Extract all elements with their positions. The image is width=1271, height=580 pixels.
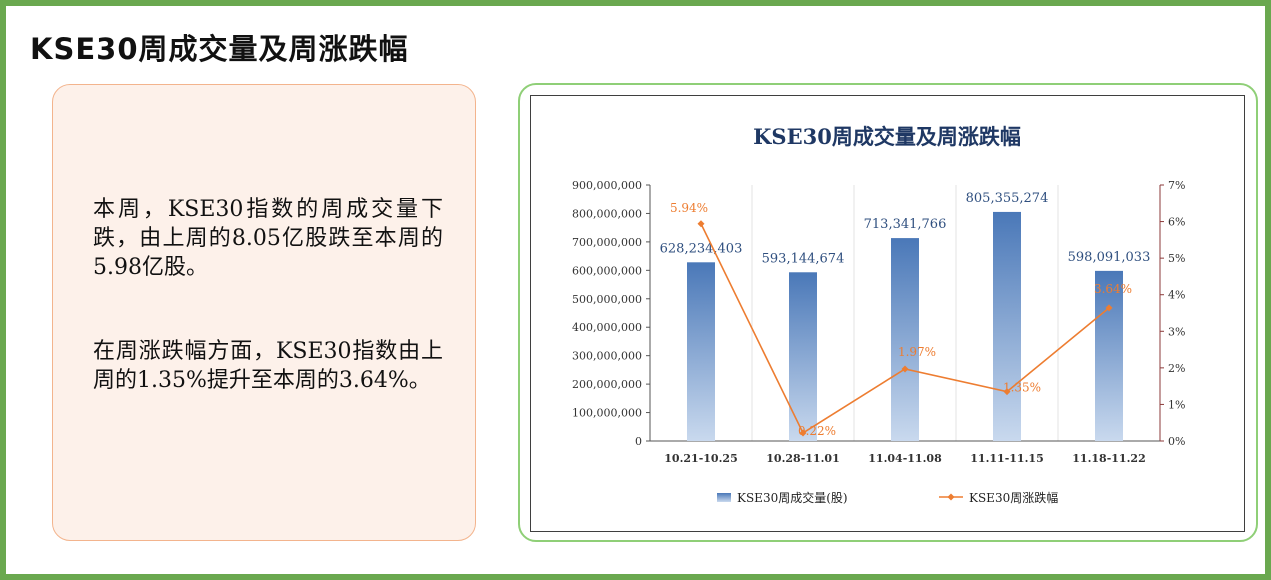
volume-bar xyxy=(1095,270,1123,441)
change-point-marker xyxy=(697,220,705,228)
volume-bar xyxy=(993,211,1021,441)
change-point-label: 0.22% xyxy=(798,424,836,438)
legend-line-label: KSE30周涨跌幅 xyxy=(969,490,1058,505)
change-point-label: 5.94% xyxy=(670,201,708,215)
change-point-marker xyxy=(799,429,807,437)
x-axis-tick-label: 11.18-11.22 xyxy=(1072,452,1145,465)
chart-card: KSE30周成交量及周涨跌幅 0 100,000,000 200,000,000 300… xyxy=(518,83,1258,542)
change-point-marker xyxy=(1003,388,1011,396)
right-axis-tick-label: 2% xyxy=(1168,362,1185,375)
x-axis-tick-label: 10.21-10.25 xyxy=(664,452,737,465)
chart-panel: KSE30周成交量及周涨跌幅 0 100,000,000 200,000,000 300… xyxy=(530,95,1245,532)
change-point-label: 3.64% xyxy=(1094,282,1132,296)
left-axis-tick-label: 700,000,000 xyxy=(572,236,642,249)
legend-bar-swatch xyxy=(717,493,731,502)
left-axis-tick-label: 900,000,000 xyxy=(572,179,642,192)
change-point-label: 1.97% xyxy=(898,345,936,359)
x-axis-tick-label: 11.11-11.15 xyxy=(970,452,1043,465)
left-axis-tick-label: 300,000,000 xyxy=(572,350,642,363)
change-point-label: 1.35% xyxy=(1003,381,1041,395)
legend-line-marker xyxy=(947,493,955,501)
summary-card: 本周，KSE30指数的周成交量下跌，由上周的8.05亿股跌至本周的5.98亿股。… xyxy=(52,84,476,541)
left-axis-tick-label: 400,000,000 xyxy=(572,321,642,334)
right-axis-tick-label: 0% xyxy=(1168,435,1185,448)
right-axis-tick-label: 5% xyxy=(1168,252,1185,265)
x-axis-tick-label: 10.28-11.01 xyxy=(766,452,839,465)
chart-title: KSE30周成交量及周涨跌幅 xyxy=(753,124,1021,149)
volume-bar xyxy=(687,262,715,441)
volume-bar-label: 805,355,274 xyxy=(966,191,1049,206)
right-axis-tick-label: 3% xyxy=(1168,325,1185,338)
left-axis-tick-label: 500,000,000 xyxy=(572,293,642,306)
left-axis-tick-label: 800,000,000 xyxy=(572,207,642,220)
volume-bar-label: 593,144,674 xyxy=(762,251,845,266)
right-axis-tick-label: 4% xyxy=(1168,289,1185,302)
right-axis-tick-label: 7% xyxy=(1168,179,1185,192)
combo-chart: KSE30周成交量及周涨跌幅 0 100,000,000 200,000,000 300… xyxy=(572,124,1185,505)
volume-bar-label: 628,234,403 xyxy=(660,241,743,256)
left-axis-tick-label: 200,000,000 xyxy=(572,378,642,391)
volume-bar xyxy=(789,272,817,441)
left-axis-tick-label: 600,000,000 xyxy=(572,264,642,277)
x-axis-tick-label: 11.04-11.08 xyxy=(868,452,942,465)
volume-bar xyxy=(891,238,919,441)
right-axis-tick-label: 6% xyxy=(1168,216,1185,229)
legend-bar-label: KSE30周成交量(股) xyxy=(737,490,848,505)
volume-bar-label: 713,341,766 xyxy=(864,217,947,232)
left-axis-tick-label: 100,000,000 xyxy=(572,407,642,420)
volume-bar-label: 598,091,033 xyxy=(1068,250,1151,265)
left-axis-tick-label: 0 xyxy=(635,435,642,448)
summary-paragraph-change: 在周涨跌幅方面，KSE30指数由上周的1.35%提升至本周的3.64%。 xyxy=(93,339,443,393)
page-title: KSE30周成交量及周涨跌幅 xyxy=(30,32,409,66)
change-point-marker xyxy=(901,365,909,373)
summary-paragraph-volume: 本周，KSE30指数的周成交量下跌，由上周的8.05亿股跌至本周的5.98亿股。 xyxy=(93,197,443,280)
change-point-marker xyxy=(1105,304,1113,312)
right-axis-tick-label: 1% xyxy=(1168,398,1185,411)
